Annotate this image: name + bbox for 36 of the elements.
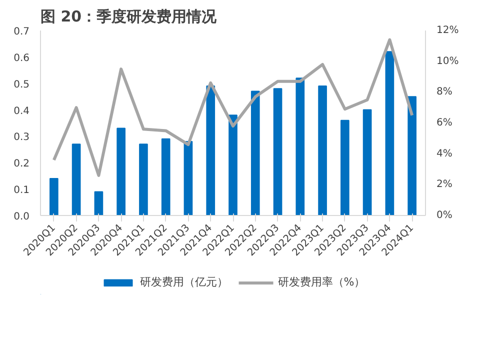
legend-label: 研发费用（亿元） bbox=[140, 274, 228, 290]
bar bbox=[206, 86, 216, 216]
y-tick-label: 0.2 bbox=[14, 158, 30, 170]
y2-tick-label: 0% bbox=[436, 210, 452, 221]
bar bbox=[94, 191, 104, 216]
y2-tick-label: 2% bbox=[436, 179, 452, 190]
y2-tick-label: 4% bbox=[436, 148, 452, 160]
y-tick-label: 0.0 bbox=[14, 212, 30, 222]
bar bbox=[408, 96, 416, 216]
y-tick-label: 0.7 bbox=[14, 26, 30, 38]
line-series bbox=[52, 38, 414, 177]
bar bbox=[184, 141, 193, 216]
bar bbox=[116, 128, 126, 216]
y2-tick-label: 6% bbox=[436, 118, 452, 128]
bar bbox=[273, 88, 282, 216]
y-tick-label: 0.5 bbox=[14, 79, 30, 90]
bar bbox=[385, 51, 394, 216]
bar bbox=[50, 178, 58, 216]
bar bbox=[161, 138, 170, 216]
bar bbox=[340, 120, 350, 216]
bar bbox=[362, 109, 372, 216]
bar bbox=[318, 86, 327, 216]
y-tick-label: 0.1 bbox=[14, 185, 30, 196]
bar bbox=[72, 144, 81, 216]
y-tick-label: 0.3 bbox=[14, 132, 30, 144]
chart-title: 图 20：季度研发费用情况 bbox=[40, 8, 218, 26]
y2-tick-label: 12% bbox=[436, 25, 459, 36]
y2-tick-label: 8% bbox=[436, 86, 452, 98]
bar bbox=[296, 78, 305, 216]
y2-tick-label: 10% bbox=[436, 56, 459, 67]
y-tick-label: 0.6 bbox=[14, 52, 30, 64]
legend-label: 研发费用率（%） bbox=[278, 274, 366, 290]
bar bbox=[228, 114, 238, 216]
y-tick-label: 0.4 bbox=[14, 106, 30, 117]
bar bbox=[250, 90, 260, 216]
bar bbox=[139, 144, 148, 216]
